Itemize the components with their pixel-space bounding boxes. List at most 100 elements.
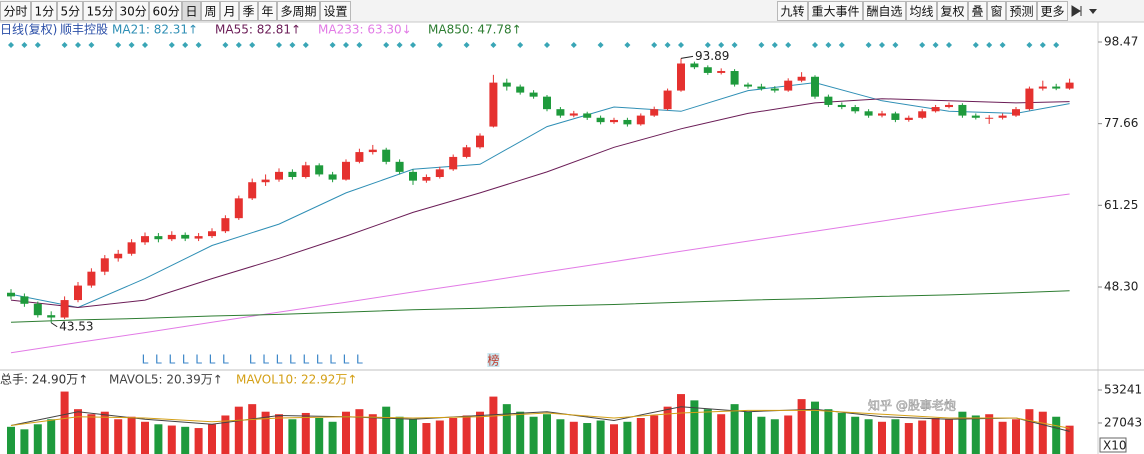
volume-bar	[409, 419, 417, 454]
candle-body	[60, 300, 69, 318]
toolbar-button-label[interactable]: 窗	[991, 5, 1003, 19]
candle-body	[47, 315, 56, 318]
signal-label: L	[343, 353, 350, 367]
signal-diamond	[249, 42, 256, 48]
volume-bar	[1012, 419, 1020, 454]
toolbar-button[interactable]	[777, 1, 808, 21]
toolbar-button[interactable]	[0, 1, 31, 21]
toolbar-button-label[interactable]: 设置	[324, 5, 348, 19]
signal-diamond	[61, 42, 68, 48]
volume-bar	[355, 409, 364, 454]
toolbar-button[interactable]	[987, 1, 1006, 21]
toolbar-icon[interactable]	[1071, 5, 1082, 17]
volume-bar	[435, 420, 444, 454]
min-label: 43.53	[59, 319, 93, 333]
toolbar-button-label[interactable]: 重大事件	[812, 5, 860, 19]
volume-bar	[315, 417, 324, 454]
max-label: 93.89	[695, 49, 729, 63]
volume-bar	[476, 411, 484, 454]
toolbar-button-label[interactable]: 周	[205, 5, 217, 19]
toolbar-button[interactable]	[808, 1, 863, 21]
toolbar-button[interactable]	[201, 1, 220, 21]
signal-diamond	[570, 42, 577, 48]
toolbar-button-label[interactable]: 多周期	[281, 5, 317, 19]
toolbar-button[interactable]	[83, 1, 116, 21]
volume-bar	[181, 426, 190, 454]
candle-body	[7, 292, 15, 297]
signal-diamond	[1026, 42, 1033, 48]
toolbar-button[interactable]	[239, 1, 258, 21]
toolbar-button[interactable]	[320, 1, 351, 21]
candle-body	[275, 171, 283, 180]
volume-bar	[529, 416, 538, 454]
toolbar-button[interactable]	[220, 1, 239, 21]
signal-diamond	[396, 42, 403, 48]
toolbar-button[interactable]	[116, 1, 149, 21]
toolbar-button[interactable]	[1037, 1, 1068, 21]
toolbar-button-label[interactable]: 均线	[910, 5, 934, 19]
candle-body	[556, 109, 565, 116]
volume-bar	[382, 406, 391, 454]
watermark: 知乎 @股事老炮	[868, 399, 956, 413]
toolbar-icon[interactable]	[1089, 9, 1097, 14]
toolbar-button[interactable]	[277, 1, 320, 21]
volume-bar	[234, 406, 243, 454]
candle-body	[328, 174, 337, 180]
volume-bar	[744, 411, 752, 454]
toolbar-button-label[interactable]: 分时	[4, 5, 28, 19]
toolbar-button-label[interactable]: 九转	[781, 4, 805, 19]
toolbar-button-label[interactable]: 5分	[61, 5, 81, 19]
toolbar-button-label[interactable]: 复权	[941, 5, 965, 19]
candle-body	[985, 117, 994, 119]
candle-body	[1025, 88, 1034, 110]
toolbar-button[interactable]	[937, 1, 968, 21]
signal-label: L	[155, 353, 162, 367]
toolbar-button[interactable]	[57, 1, 83, 21]
volume-bar	[958, 411, 967, 454]
toolbar-button[interactable]	[258, 1, 277, 21]
candle-body	[596, 117, 605, 123]
toolbar-button-label[interactable]: 酬自选	[867, 5, 903, 19]
volume-bar	[703, 409, 712, 454]
volume-bar	[7, 426, 15, 454]
toolbar-button[interactable]	[182, 1, 201, 21]
volume-bar	[596, 420, 605, 454]
signal-badge-label: 榜	[487, 353, 499, 368]
candle-body	[878, 113, 886, 116]
toolbar-button-label[interactable]: 60分	[153, 5, 180, 19]
volume-bar	[516, 411, 525, 454]
toolbar-button-label[interactable]: 预测	[1010, 5, 1034, 19]
candle-body	[971, 115, 980, 118]
signal-diamond	[490, 42, 497, 48]
signal-diamond	[302, 42, 309, 48]
toolbar-button-label[interactable]: 更多	[1041, 5, 1065, 19]
candle-body	[918, 111, 927, 118]
toolbar-button-label[interactable]: 月	[224, 5, 236, 19]
volume-bar	[677, 394, 685, 454]
toolbar-button[interactable]	[1006, 1, 1037, 21]
signal-label: L	[222, 353, 229, 367]
toolbar-button[interactable]	[968, 1, 987, 21]
candle-body	[181, 234, 190, 239]
toolbar-button-label[interactable]: 叠	[972, 5, 984, 19]
volume-bar	[663, 406, 672, 454]
toolbar-button[interactable]	[31, 1, 57, 21]
volume-bar	[275, 414, 283, 454]
toolbar-button-label[interactable]: 1分	[35, 5, 55, 19]
toolbar-button[interactable]	[906, 1, 937, 21]
signal-diamond	[329, 42, 336, 48]
y-tick-label: 48.30	[1104, 279, 1138, 293]
legend-label: MA55: 82.81↑	[215, 23, 301, 37]
toolbar-button-label[interactable]: 15分	[87, 5, 114, 19]
candle-body	[677, 63, 685, 91]
toolbar-button[interactable]	[149, 1, 182, 21]
toolbar-button-label[interactable]: 30分	[120, 5, 147, 19]
candle-body	[958, 104, 967, 116]
toolbar-button-label[interactable]: 季	[243, 5, 255, 19]
volume-bar	[114, 419, 123, 454]
toolbar-button-label[interactable]: 日	[186, 5, 198, 19]
candle-body	[288, 171, 297, 178]
toolbar-button-label[interactable]: 年	[262, 5, 274, 19]
toolbar-button[interactable]	[863, 1, 906, 21]
candle-body	[998, 115, 1007, 118]
